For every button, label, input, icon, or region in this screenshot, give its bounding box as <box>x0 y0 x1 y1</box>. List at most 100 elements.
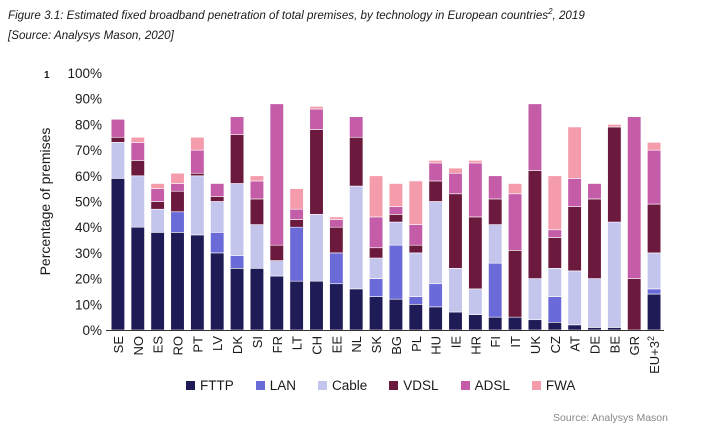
bar-segment-fttp <box>210 252 225 331</box>
bar-segment-vdsl <box>150 201 165 210</box>
bar-segment-lan <box>289 226 304 282</box>
bar-segment-adsl <box>408 224 423 246</box>
caption-source: [Source: Analysys Mason, 2020] <box>8 29 174 42</box>
bar-segment-fwa <box>369 175 384 218</box>
legend-swatch <box>460 381 470 390</box>
y-tick-label: 100% <box>67 66 102 81</box>
bar-segment-vdsl <box>627 278 642 331</box>
bar-segment-adsl <box>329 219 344 228</box>
bar-segment-fwa <box>289 188 304 210</box>
bar-segment-vdsl <box>448 193 463 269</box>
bar-segment-fttp <box>508 316 523 331</box>
bar-segment-fttp <box>150 232 165 331</box>
bar-segment-adsl <box>269 103 284 246</box>
bar-segment-fttp <box>190 234 205 331</box>
y-tick-label: 0% <box>82 323 102 338</box>
x-tick-label: PT <box>190 336 205 353</box>
bar-segment-vdsl <box>468 216 483 290</box>
bar-segment-fwa <box>508 183 523 195</box>
x-tick-label: LV <box>210 336 225 351</box>
bar-segment-fttp <box>110 178 125 331</box>
bar-segment-fttp <box>428 306 443 331</box>
bar-segment-vdsl <box>289 219 304 228</box>
bar-segment-cable <box>249 224 264 269</box>
bar-segment-cable <box>488 224 503 264</box>
legend-label: FWA <box>545 378 576 393</box>
bar-segment-lan <box>408 296 423 305</box>
legend-label: VDSL <box>403 378 439 393</box>
x-tick-label: CH <box>310 336 325 355</box>
bar-segment-fwa <box>607 124 622 128</box>
x-tick-label: GR <box>627 336 642 356</box>
bar-segment-adsl <box>488 175 503 200</box>
bar-segment-cable <box>110 142 125 179</box>
bar-segment-cable <box>230 183 245 256</box>
bar-segment-adsl <box>468 162 483 218</box>
bar-segment-cable <box>349 185 364 290</box>
bar-segment-cable <box>388 221 403 246</box>
bar-segment-vdsl <box>647 203 662 254</box>
legend-label: ADSL <box>474 378 510 393</box>
bar-segment-cable <box>269 260 284 277</box>
y-tick-label: 30% <box>75 246 102 261</box>
bar-segment-fttp <box>369 296 384 331</box>
bar-segment-cable <box>567 270 582 326</box>
x-tick-label: BE <box>607 336 622 354</box>
bar-segment-fttp <box>408 303 423 331</box>
bar-segment-vdsl <box>190 172 205 177</box>
bar-segment-vdsl <box>170 190 185 213</box>
source-note: Source: Analysys Mason <box>553 412 668 424</box>
bar-segment-lan <box>170 211 185 233</box>
bar-segment-fwa <box>329 216 344 220</box>
y-tick-label: 40% <box>75 220 102 235</box>
bar-segment-lan <box>369 278 384 297</box>
bar-segment-fttp <box>647 293 662 331</box>
bar-segment-vdsl <box>527 170 542 279</box>
bar-segment-cable <box>647 252 662 290</box>
bar-segment-adsl <box>448 172 463 195</box>
bar-segment-fttp <box>448 311 463 331</box>
caption-title: Figure 3.1: Estimated fixed broadband pe… <box>8 7 585 22</box>
bar-segment-fwa <box>567 126 582 179</box>
bar-segment-vdsl <box>508 250 523 318</box>
chart-legend: FTTP LAN Cable VDSL ADSL FWA <box>186 378 575 393</box>
x-tick-label: DE <box>588 336 603 354</box>
bar-segment-lan <box>210 232 225 254</box>
bar-segment-vdsl <box>230 134 245 184</box>
x-tick-label: ES <box>151 336 166 354</box>
bar-segment-fwa <box>408 180 423 225</box>
y-tick-label: 60% <box>75 169 102 184</box>
x-tick-label: HU <box>429 336 444 355</box>
legend-item-fwa: FWA <box>531 378 576 393</box>
legend-label: LAN <box>269 378 297 393</box>
x-tick-label: HR <box>468 336 483 355</box>
bar-segment-vdsl <box>329 226 344 254</box>
legend-item-cable: Cable <box>318 378 367 393</box>
bar-segment-adsl <box>428 162 443 182</box>
legend-swatch <box>389 381 399 390</box>
bar-segment-cable <box>369 257 384 279</box>
x-tick-label: FR <box>270 336 285 353</box>
bar-segment-cable <box>428 201 443 285</box>
x-tick-label: AT <box>568 336 583 352</box>
bar-segment-fttp <box>388 298 403 331</box>
legend-swatch <box>255 381 265 390</box>
bar-segment-vdsl <box>388 214 403 223</box>
bar-segment-lan <box>428 283 443 308</box>
bar-segment-cable <box>210 201 225 233</box>
bar-segment-cable <box>468 288 483 315</box>
bar-segment-fwa <box>468 160 483 164</box>
bar-segment-adsl <box>369 216 384 249</box>
y-tick-label: 50% <box>75 195 102 210</box>
bar-segment-adsl <box>170 183 185 192</box>
bar-segment-adsl <box>309 108 324 130</box>
y-tick-label: 90% <box>75 92 102 107</box>
bar-segment-adsl <box>627 116 642 279</box>
bar-segment-vdsl <box>567 206 582 272</box>
bar-segment-lan <box>488 262 503 318</box>
bar-segment-vdsl <box>428 180 443 202</box>
bar-segment-cable <box>309 214 324 282</box>
x-tick-label: IT <box>508 336 523 348</box>
bar-segment-vdsl <box>110 136 125 143</box>
